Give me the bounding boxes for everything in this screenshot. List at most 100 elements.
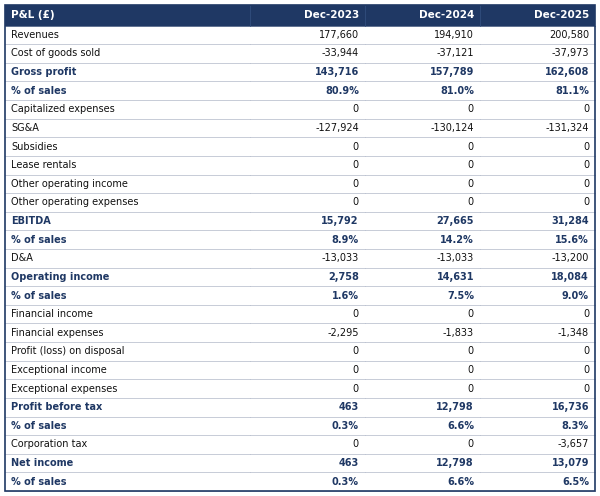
Bar [480,454,595,472]
Text: 0: 0 [468,383,474,394]
Bar [5,472,250,491]
Text: Dec-2023: Dec-2023 [304,10,359,20]
Bar [365,379,480,398]
Bar [480,379,595,398]
Text: 194,910: 194,910 [434,30,474,40]
Text: EBITDA: EBITDA [11,216,51,226]
Bar [250,286,365,305]
Bar [480,286,595,305]
Text: Financial expenses: Financial expenses [11,328,104,338]
Bar [365,435,480,454]
Bar [480,267,595,286]
Bar [480,472,595,491]
Text: 0: 0 [353,439,359,449]
Text: 0: 0 [468,309,474,319]
Bar [5,249,250,267]
Bar [480,417,595,435]
Bar [365,156,480,175]
Bar [480,305,595,323]
Text: 0: 0 [583,365,589,375]
Text: 162,608: 162,608 [545,67,589,77]
Bar [250,361,365,379]
Text: % of sales: % of sales [11,291,67,301]
Bar [250,156,365,175]
Text: 13,079: 13,079 [551,458,589,468]
Text: % of sales: % of sales [11,235,67,245]
Text: -1,348: -1,348 [558,328,589,338]
Bar [480,193,595,212]
Text: -131,324: -131,324 [545,123,589,133]
Text: -1,833: -1,833 [443,328,474,338]
Bar [365,417,480,435]
Bar [5,137,250,156]
Text: -13,033: -13,033 [437,253,474,263]
Text: P&L (£): P&L (£) [11,10,55,20]
Bar [5,361,250,379]
Text: -33,944: -33,944 [322,49,359,59]
Bar [480,137,595,156]
Bar [365,230,480,249]
Text: 12,798: 12,798 [436,458,474,468]
Text: 200,580: 200,580 [549,30,589,40]
Bar [365,398,480,417]
Text: 6.6%: 6.6% [447,421,474,431]
Text: Operating income: Operating income [11,272,109,282]
Bar [480,175,595,193]
Text: 0: 0 [353,104,359,115]
Bar [5,305,250,323]
Bar [5,63,250,81]
Bar [480,398,595,417]
Bar [365,119,480,137]
Text: 14.2%: 14.2% [440,235,474,245]
Text: -37,121: -37,121 [436,49,474,59]
Text: Profit before tax: Profit before tax [11,402,102,412]
Text: 7.5%: 7.5% [447,291,474,301]
Bar [365,212,480,230]
Bar [250,5,365,26]
Bar [365,63,480,81]
Bar [250,230,365,249]
Bar [250,417,365,435]
Text: 0: 0 [353,309,359,319]
Bar [480,81,595,100]
Text: 0: 0 [468,346,474,356]
Text: Profit (loss) on disposal: Profit (loss) on disposal [11,346,125,356]
Bar [250,44,365,63]
Bar [365,286,480,305]
Bar [5,398,250,417]
Text: -127,924: -127,924 [315,123,359,133]
Text: 0: 0 [468,197,474,207]
Text: 143,716: 143,716 [314,67,359,77]
Bar [480,361,595,379]
Text: 0: 0 [353,365,359,375]
Bar [250,193,365,212]
Text: 18,084: 18,084 [551,272,589,282]
Bar [365,44,480,63]
Text: 0: 0 [583,160,589,170]
Text: 0: 0 [583,309,589,319]
Text: D&A: D&A [11,253,33,263]
Text: 27,665: 27,665 [436,216,474,226]
Bar [480,44,595,63]
Bar [365,81,480,100]
Text: 0: 0 [583,383,589,394]
Text: 8.9%: 8.9% [332,235,359,245]
Text: SG&A: SG&A [11,123,39,133]
Bar [365,26,480,44]
Text: 1.6%: 1.6% [332,291,359,301]
Bar [365,305,480,323]
Text: Financial income: Financial income [11,309,93,319]
Text: Lease rentals: Lease rentals [11,160,76,170]
Text: Subsidies: Subsidies [11,141,58,152]
Text: 0: 0 [468,141,474,152]
Bar [5,26,250,44]
Text: 0.3%: 0.3% [332,477,359,487]
Text: 0: 0 [353,197,359,207]
Text: 16,736: 16,736 [551,402,589,412]
Bar [365,137,480,156]
Bar [250,119,365,137]
Bar [480,435,595,454]
Bar [250,249,365,267]
Text: 0: 0 [468,365,474,375]
Bar [250,100,365,119]
